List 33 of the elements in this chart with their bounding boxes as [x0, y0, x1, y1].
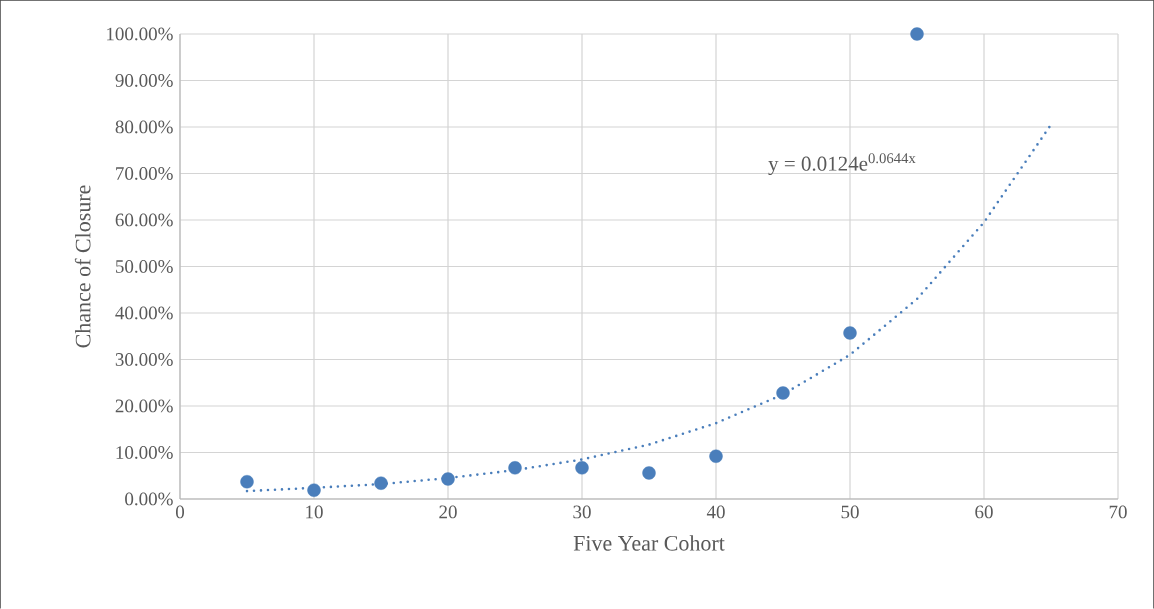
x-tick-label: 60 [975, 505, 993, 519]
point [910, 27, 924, 41]
point [441, 472, 455, 486]
x-tick-label: 20 [439, 505, 457, 519]
y-tick-label: 10.00% [116, 446, 173, 459]
point [642, 466, 656, 480]
point [374, 476, 388, 490]
y-tick-label: 50.00% [116, 260, 173, 273]
annotation: y = 0.0124e$^{0.0644x}$ [768, 153, 916, 176]
y-tick-label: 90.00% [115, 74, 173, 87]
point [240, 475, 254, 489]
y-tick-label: 80.00% [115, 120, 173, 134]
y-tick-label: 20.00% [115, 399, 173, 413]
point [709, 449, 723, 463]
x-tick-label: 50 [841, 505, 859, 519]
y-axis-title: Chance of Closure [74, 185, 91, 348]
x-tick-label: 10 [306, 505, 323, 519]
y-tick-label: 0.00% [125, 492, 173, 506]
x-axis-title: Five Year Cohort [573, 535, 725, 551]
x-tick-label: 40 [706, 505, 725, 519]
x-tick-label: 70 [1109, 505, 1127, 519]
y-tick-label: 40.00% [115, 306, 173, 320]
point [307, 483, 321, 497]
point [843, 326, 857, 340]
x-tick-label: 30 [573, 505, 591, 519]
y-tick-label: 60.00% [115, 213, 173, 227]
point [575, 461, 589, 475]
y-tick-label: 30.00% [115, 353, 173, 366]
point [508, 461, 522, 475]
point [776, 386, 790, 400]
y-tick-label: 70.00% [116, 167, 173, 180]
x-tick-label: 0 [175, 505, 185, 519]
y-tick-label: 100.00% [107, 27, 173, 41]
